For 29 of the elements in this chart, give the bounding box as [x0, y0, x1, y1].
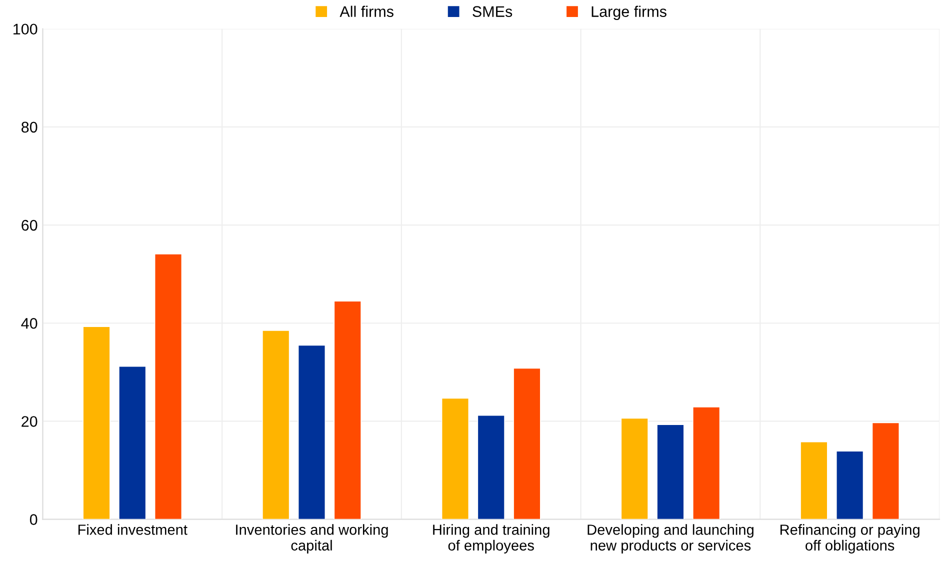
bar [692, 406, 720, 520]
y-tick-label: 60 [22, 220, 38, 231]
bar [82, 326, 110, 520]
x-tick-label: Inventories and working capital [236, 524, 388, 554]
bar [441, 398, 470, 520]
y-tick-label: 40 [21, 318, 38, 329]
bar [620, 418, 648, 520]
bar [154, 254, 182, 520]
bar [334, 300, 362, 520]
x-tick-label: Developing and launching new products or services [588, 524, 754, 554]
y-tick-label: 100 [14, 24, 38, 35]
legend-label: Large firms [592, 6, 666, 20]
x-tick-label: Fixed investment [78, 524, 188, 535]
y-tick-label: 20 [22, 416, 38, 427]
bar [836, 450, 864, 520]
bar [298, 344, 326, 520]
bar [800, 441, 828, 520]
bar [118, 366, 146, 520]
x-tick-label: Refinancing or paying off obligations [780, 524, 920, 554]
bar [513, 368, 541, 520]
y-tick-label: 80 [22, 122, 38, 133]
bar [872, 422, 900, 520]
legend-label: All firms [340, 6, 394, 17]
x-tick-label: Hiring and training of employees [433, 524, 550, 554]
bar [656, 424, 684, 520]
legend-label: SMEs [472, 6, 512, 17]
y-tick-label: 0 [30, 514, 38, 525]
bar [262, 330, 290, 520]
bar [477, 414, 505, 520]
